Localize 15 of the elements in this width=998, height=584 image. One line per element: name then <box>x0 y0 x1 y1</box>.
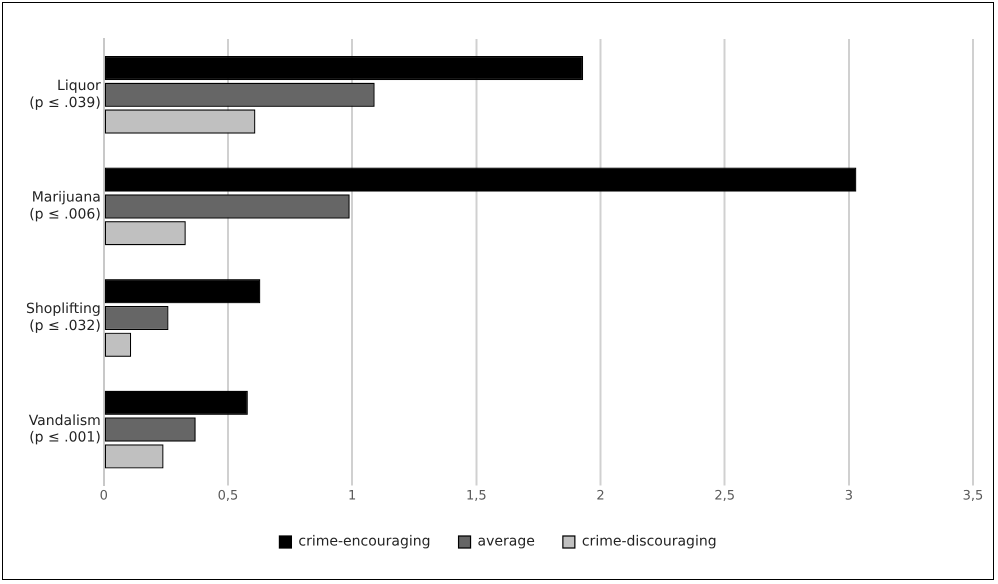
x-tick-label: 2,5 <box>714 488 736 504</box>
y-tick-label: Marijuana (p ≤ .006) <box>29 190 101 222</box>
y-tick-label: Liquor (p ≤ .039) <box>29 78 102 111</box>
legend-label: average <box>478 534 535 550</box>
x-tick-label: 3 <box>844 488 853 504</box>
x-tick-label: 0,5 <box>218 488 238 504</box>
legend-label: crime-discouraging <box>582 534 717 550</box>
x-tick-label: 0 <box>100 488 108 504</box>
x-tick-label: 2 <box>596 488 605 504</box>
x-tick-label: 1,5 <box>466 488 487 504</box>
y-tick-label: Shoplifting (p ≤ .032) <box>26 301 101 334</box>
legend-label: crime-encouraging <box>298 534 431 550</box>
x-tick-label: 3,5 <box>962 488 984 504</box>
y-tick-label: Vandalism (p ≤ .001) <box>28 412 101 446</box>
x-tick-label: 1 <box>348 488 356 504</box>
